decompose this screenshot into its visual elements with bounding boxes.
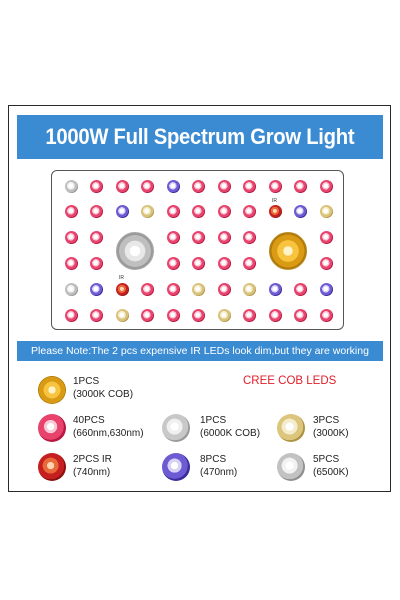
red-led (192, 205, 205, 219)
red-led (217, 282, 231, 296)
red-led (217, 256, 231, 270)
red-led (166, 256, 180, 270)
note-banner: Please Note:The 2 pcs expensive IR LEDs … (17, 341, 383, 361)
legend-ir: 2PCS IR (740nm) (73, 453, 112, 479)
red-led (268, 179, 282, 193)
content-frame (8, 105, 391, 492)
ir-label: IR (119, 275, 124, 282)
red-led (192, 179, 205, 193)
red-led (64, 205, 78, 219)
red-led (166, 308, 180, 322)
cree-cob-label: CREE COB LEDS (243, 375, 337, 387)
warm-cob-led (268, 231, 307, 270)
red-led (115, 179, 129, 193)
red-led (64, 256, 78, 270)
blue-led-icon (162, 453, 190, 481)
red-led (166, 205, 180, 219)
warm-led (192, 282, 205, 296)
red-led (294, 308, 307, 322)
led-panel: IR IR (51, 170, 344, 330)
red-led (319, 256, 333, 270)
legend-blue-desc: (470nm) (200, 467, 238, 478)
legend-warm-cob-qty: 1PCS (73, 376, 100, 387)
blue-led (90, 282, 103, 296)
red-led (319, 179, 333, 193)
red-led (90, 179, 103, 193)
red-led (243, 179, 256, 193)
legend-blue: 8PCS (470nm) (200, 453, 237, 479)
warm-led (319, 205, 333, 219)
legend-red-desc: (660nm,630nm) (73, 428, 144, 439)
title-banner: 1000W Full Spectrum Grow Light (17, 115, 383, 159)
legend-white-cob-desc: (6000K COB) (200, 428, 261, 439)
red-led (319, 308, 333, 322)
legend-cool-white-desc: (6500K) (313, 467, 349, 478)
red-led (90, 231, 103, 245)
red-led (294, 282, 307, 296)
ir-led-icon (38, 453, 66, 481)
red-led (243, 308, 256, 322)
blue-led (115, 205, 129, 219)
warm-led (217, 308, 231, 322)
red-led (243, 256, 256, 270)
legend-warm-cob-desc: (3000K COB) (73, 389, 134, 400)
legend-warm-white-qty: 3PCS (313, 415, 340, 426)
legend-ir-qty: 2PCS IR (73, 454, 112, 465)
red-led (319, 231, 333, 245)
red-led (192, 308, 205, 322)
blue-led (268, 282, 282, 296)
red-led (268, 308, 282, 322)
legend-cool-white-qty: 5PCS (313, 454, 340, 465)
legend-cool-white: 5PCS (6500K) (313, 453, 349, 479)
red-led (192, 231, 205, 245)
white-led (64, 179, 78, 193)
red-led (141, 308, 154, 322)
red-led (141, 282, 154, 296)
red-led (217, 231, 231, 245)
red-led (90, 308, 103, 322)
ir-label: IR (272, 197, 277, 204)
red-led (166, 231, 180, 245)
legend-warm-cob: 1PCS (3000K COB) (73, 375, 133, 401)
legend-white-cob: 1PCS (6000K COB) (200, 414, 260, 440)
warm-led (115, 308, 129, 322)
red-led (243, 231, 256, 245)
cool-white-led-icon (277, 453, 305, 481)
red-led (243, 205, 256, 219)
warm-led (141, 205, 154, 219)
blue-led (166, 179, 180, 193)
ir-led (268, 205, 282, 219)
legend-ir-desc: (740nm) (73, 467, 111, 478)
red-led (217, 179, 231, 193)
page-title: 1000W Full Spectrum Grow Light (45, 124, 355, 149)
white-cob-led-icon (162, 414, 190, 442)
white-led (64, 282, 78, 296)
red-led (217, 205, 231, 219)
blue-led (294, 205, 307, 219)
red-led (192, 256, 205, 270)
legend-red-qty: 40PCS (73, 415, 105, 426)
red-led (141, 179, 154, 193)
red-led-icon (38, 414, 66, 442)
warm-white-led-icon (277, 414, 305, 442)
legend-warm-white: 3PCS (3000K) (313, 414, 349, 440)
red-led (64, 231, 78, 245)
ir-led (115, 282, 129, 296)
legend-white-cob-qty: 1PCS (200, 415, 227, 426)
red-led (294, 179, 307, 193)
red-led (90, 256, 103, 270)
legend-blue-qty: 8PCS (200, 454, 227, 465)
red-led (90, 205, 103, 219)
white-cob-led (115, 231, 154, 270)
legend-red: 40PCS (660nm,630nm) (73, 414, 144, 440)
warm-cob-led-icon (38, 376, 66, 404)
warm-led (243, 282, 256, 296)
red-led (64, 308, 78, 322)
red-led (166, 282, 180, 296)
legend-warm-white-desc: (3000K) (313, 428, 349, 439)
blue-led (319, 282, 333, 296)
